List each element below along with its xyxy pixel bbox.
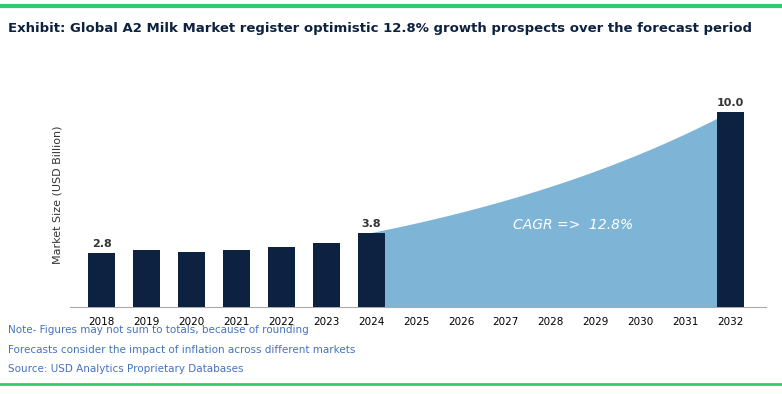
- Text: 2.8: 2.8: [92, 239, 112, 249]
- Text: Exhibit: Global A2 Milk Market register optimistic 12.8% growth prospects over t: Exhibit: Global A2 Milk Market register …: [8, 22, 752, 35]
- Bar: [313, 243, 340, 307]
- Bar: [268, 247, 295, 307]
- Text: 10.0: 10.0: [717, 98, 744, 108]
- Polygon shape: [357, 112, 744, 307]
- Bar: [178, 252, 205, 307]
- Bar: [88, 253, 115, 307]
- Text: Note- Figures may not sum to totals, because of rounding: Note- Figures may not sum to totals, bec…: [8, 325, 309, 335]
- Text: Source: USD Analytics Proprietary Databases: Source: USD Analytics Proprietary Databa…: [8, 364, 243, 374]
- Text: Forecasts consider the impact of inflation across different markets: Forecasts consider the impact of inflati…: [8, 345, 355, 355]
- Y-axis label: Market Size (USD Billion): Market Size (USD Billion): [52, 126, 62, 264]
- Text: 3.8: 3.8: [361, 219, 381, 229]
- Bar: [717, 112, 744, 307]
- Bar: [133, 250, 160, 307]
- Text: CAGR =>  12.8%: CAGR => 12.8%: [513, 218, 633, 232]
- Bar: [357, 233, 385, 307]
- Bar: [223, 250, 250, 307]
